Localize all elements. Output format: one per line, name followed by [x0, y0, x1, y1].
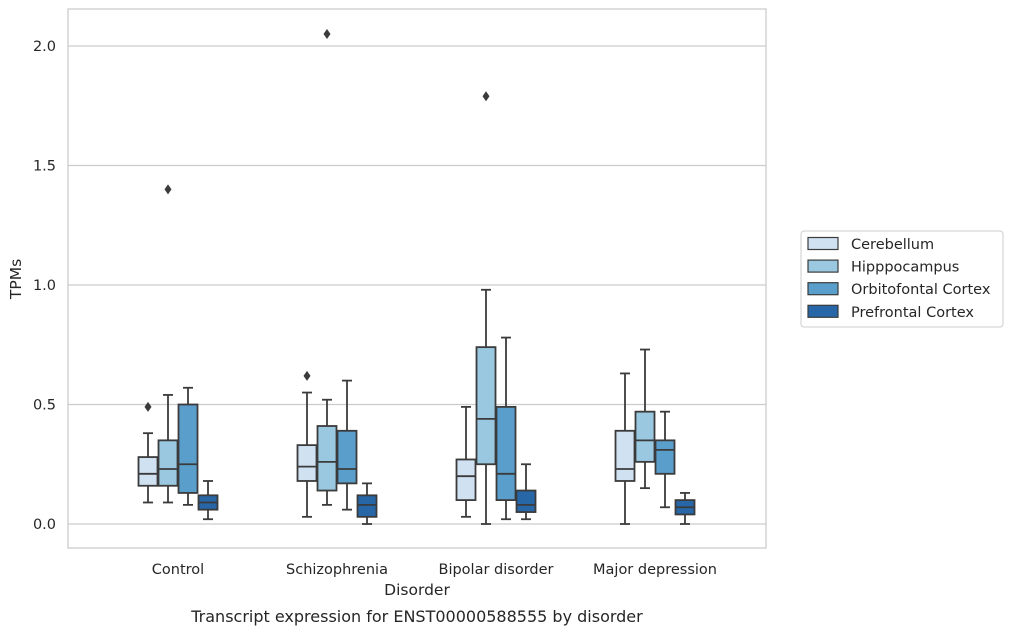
box-body [515, 489, 537, 513]
x-tick-label-2: Bipolar disorder [439, 562, 554, 578]
box-body [316, 425, 338, 492]
box-body [455, 458, 477, 502]
flier-point-0 [144, 401, 152, 412]
legend-swatch-2 [807, 282, 839, 296]
box-body [495, 405, 517, 502]
x-tick-labels: Control Schizophrenia Bipolar disorder Majo… [152, 562, 717, 578]
box-body [634, 410, 656, 463]
legend-swatch-0 [807, 236, 839, 251]
y-tick-label-1: 0.5 [33, 398, 56, 414]
box-3-1 [634, 348, 656, 490]
flier-point-0 [303, 370, 311, 381]
box-3-3 [674, 492, 696, 525]
box-2-3 [515, 463, 537, 521]
flier-point-0 [323, 29, 331, 40]
box-2-2 [495, 336, 517, 521]
plot-frame [67, 8, 767, 549]
y-tick-label-2: 1.0 [33, 278, 56, 294]
y-tick-labels: 0.0 0.5 1.0 1.5 2.0 [33, 39, 56, 533]
box-body [296, 444, 318, 482]
box-3-0 [614, 372, 636, 525]
legend-frame [800, 230, 1004, 328]
box-0-0 [137, 401, 159, 504]
box-body [157, 439, 179, 487]
legend-label-3: Prefrontal Cortex [851, 305, 974, 321]
legend-swatch-3 [807, 304, 839, 318]
flier-point-0 [482, 91, 490, 102]
flier-point-0 [164, 184, 172, 195]
box-body [336, 429, 358, 485]
y-tick-label-3: 1.5 [33, 159, 56, 175]
x-tick-label-1: Schizophrenia [286, 562, 388, 578]
y-tick-label-4: 2.0 [33, 39, 56, 55]
y-axis-label: TPMs [7, 259, 25, 300]
box-1-2 [336, 379, 358, 511]
legend: Cerebellum Hipppocampus Orbitofontal Corte… [800, 230, 1004, 328]
box-0-3 [197, 480, 219, 521]
box-body [137, 456, 159, 487]
y-tick-label-0: 0.0 [33, 517, 56, 533]
box-1-3 [356, 482, 378, 525]
box-0-2 [177, 386, 199, 506]
box-2-0 [455, 405, 477, 518]
x-axis-label: Disorder [384, 581, 450, 599]
legend-label-1: Hipppocampus [851, 260, 959, 276]
legend-label-0: Cerebellum [851, 237, 934, 253]
legend-label-2: Orbitofontal Cortex [851, 282, 991, 298]
box-2-1 [475, 91, 497, 525]
legend-swatch-1 [807, 259, 839, 273]
x-tick-label-3: Major depression [593, 562, 717, 578]
box-plot-marks [137, 29, 696, 525]
box-body [614, 429, 636, 482]
box-body [654, 439, 676, 475]
chart-caption: Transcript expression for ENST0000058855… [190, 607, 643, 626]
box-1-0 [296, 370, 318, 518]
box-body [475, 346, 497, 466]
box-0-1 [157, 184, 179, 504]
box-3-2 [654, 410, 676, 509]
box-1-1 [316, 29, 338, 506]
x-tick-label-0: Control [152, 562, 204, 578]
box-body [356, 494, 378, 518]
box-body [177, 403, 199, 494]
